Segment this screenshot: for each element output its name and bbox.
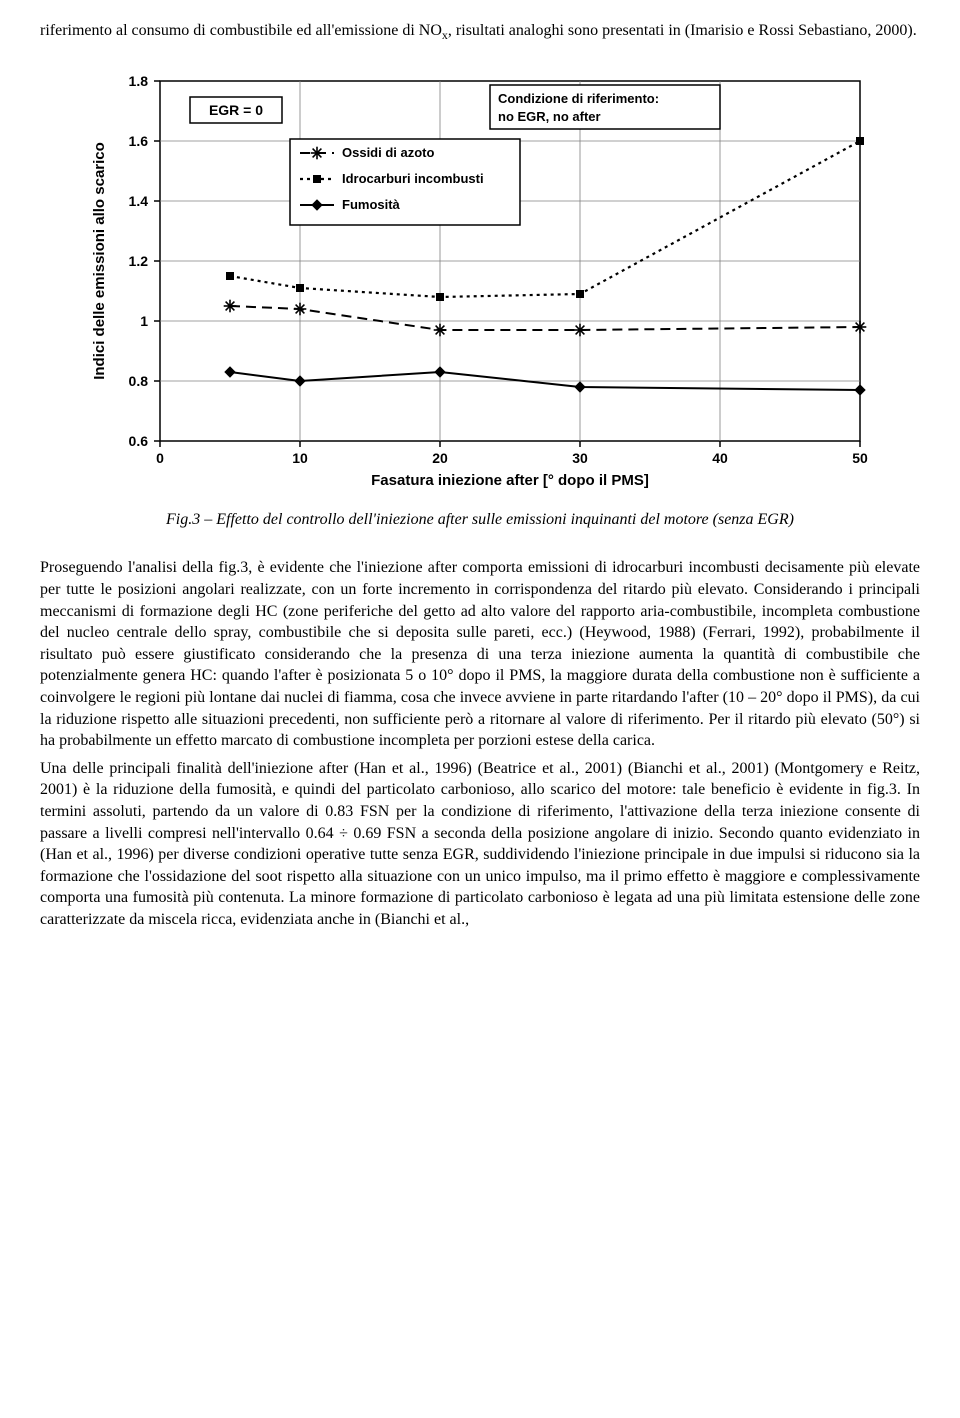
body-paragraph-1: Proseguendo l'analisi della fig.3, è evi… — [40, 557, 920, 751]
svg-text:1.2: 1.2 — [129, 253, 149, 269]
chart-container: 0.6 0.8 1 1.2 1.4 1.6 1.8 0 10 20 30 40 50 Fasatura i… — [70, 61, 890, 501]
svg-text:1.6: 1.6 — [129, 133, 149, 149]
svg-text:Fumosità: Fumosità — [342, 197, 401, 212]
figure-caption: Fig.3 – Effetto del controllo dell'iniez… — [40, 511, 920, 529]
svg-text:Condizione di riferimento:: Condizione di riferimento: — [498, 91, 659, 106]
svg-text:1.8: 1.8 — [129, 73, 149, 89]
svg-text:no EGR, no after: no EGR, no after — [498, 109, 601, 124]
svg-text:40: 40 — [712, 450, 728, 466]
svg-text:1: 1 — [140, 313, 148, 329]
svg-text:20: 20 — [432, 450, 448, 466]
svg-text:Ossidi di azoto: Ossidi di azoto — [342, 145, 435, 160]
svg-text:0.8: 0.8 — [129, 373, 149, 389]
emissions-chart: 0.6 0.8 1 1.2 1.4 1.6 1.8 0 10 20 30 40 50 Fasatura i… — [70, 61, 890, 501]
svg-text:0.6: 0.6 — [129, 433, 149, 449]
svg-text:0: 0 — [156, 450, 164, 466]
svg-text:10: 10 — [292, 450, 308, 466]
svg-text:Idrocarburi incombusti: Idrocarburi incombusti — [342, 171, 484, 186]
svg-text:Indici delle emissioni allo sc: Indici delle emissioni allo scarico — [91, 143, 108, 381]
svg-text:50: 50 — [852, 450, 868, 466]
body-paragraph-2: Una delle principali finalità dell'iniez… — [40, 758, 920, 931]
svg-text:Fasatura iniezione after [° do: Fasatura iniezione after [° dopo il PMS] — [371, 472, 649, 489]
svg-text:EGR = 0: EGR = 0 — [209, 102, 263, 118]
svg-text:1.4: 1.4 — [129, 193, 149, 209]
intro-paragraph: riferimento al consumo di combustibile e… — [40, 20, 920, 43]
svg-text:30: 30 — [572, 450, 588, 466]
